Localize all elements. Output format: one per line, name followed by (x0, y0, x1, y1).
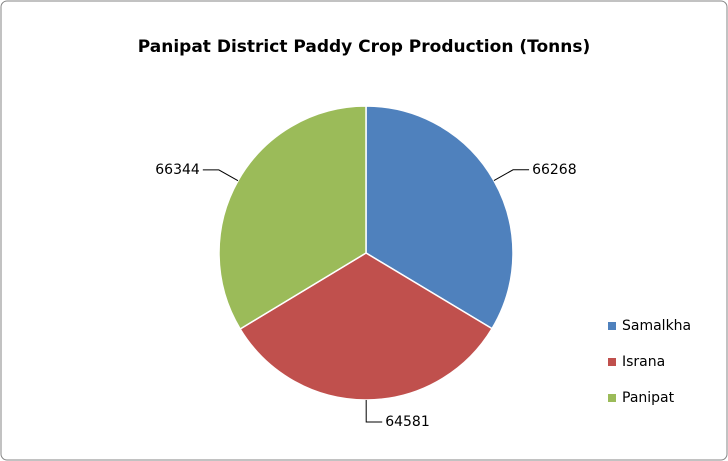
data-label: 66344 (155, 162, 200, 178)
data-label: 64581 (385, 414, 430, 430)
leader-line (493, 169, 530, 182)
legend-swatch (608, 394, 616, 402)
legend-swatch (608, 322, 616, 330)
legend-swatch (608, 358, 616, 366)
leader-line (202, 169, 239, 182)
legend-label: Panipat (622, 390, 675, 406)
data-label: 66268 (532, 162, 577, 178)
legend-label: Israna (622, 354, 665, 370)
chart-title: Panipat District Paddy Crop Production (… (138, 37, 590, 57)
leader-line (365, 399, 383, 423)
pie-slice (365, 105, 514, 330)
legend-label: Samalkha (622, 318, 691, 334)
pie-slice (218, 105, 367, 331)
